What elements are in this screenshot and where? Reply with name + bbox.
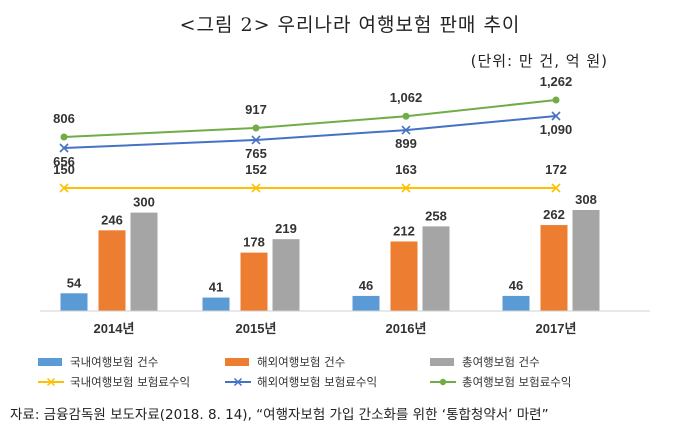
line-point bbox=[401, 183, 411, 193]
series-line bbox=[63, 99, 557, 138]
legend-label: 총여행보험 건수 bbox=[462, 355, 540, 369]
line-value-label: 1,262 bbox=[540, 74, 573, 89]
bar bbox=[98, 230, 126, 311]
line-value-label: 899 bbox=[395, 136, 417, 151]
x-tick-label: 2014년 bbox=[94, 321, 135, 336]
bar bbox=[422, 226, 450, 311]
legend-swatch bbox=[430, 358, 454, 366]
bar-value-label: 46 bbox=[359, 278, 373, 293]
lines-layer: 150 152 163 172 656 765 899 1,090 806 917 1,062 1,2… bbox=[53, 74, 573, 193]
chart-title: <그림 2> 우리나라 여행보험 판매 추이 bbox=[179, 14, 521, 36]
line-value-label: 917 bbox=[245, 102, 267, 117]
line-point bbox=[59, 183, 69, 193]
bar-value-label: 258 bbox=[425, 208, 447, 223]
legend-marker bbox=[439, 378, 447, 386]
bar-value-label: 308 bbox=[575, 192, 597, 207]
bar-value-label: 46 bbox=[509, 278, 523, 293]
bar bbox=[60, 293, 88, 311]
bar-value-label: 41 bbox=[209, 280, 223, 295]
legend-marker bbox=[46, 377, 56, 387]
unit-label: (단위: 만 건, 억 원) bbox=[470, 52, 608, 70]
line-point bbox=[551, 183, 561, 193]
legend-swatch bbox=[225, 358, 249, 366]
bar-value-label: 178 bbox=[243, 235, 265, 250]
line-value-label: 172 bbox=[545, 162, 567, 177]
series-line bbox=[63, 115, 557, 149]
bar bbox=[390, 241, 418, 311]
bar bbox=[202, 297, 230, 311]
line-value-label: 150 bbox=[53, 162, 75, 177]
line-value-label: 765 bbox=[245, 146, 267, 161]
bar bbox=[572, 209, 600, 311]
legend-label: 총여행보험 보험료수익 bbox=[462, 375, 571, 389]
line-point bbox=[251, 135, 261, 145]
legend-label: 해외여행보험 건수 bbox=[257, 355, 345, 369]
bar bbox=[272, 239, 300, 311]
bar-value-label: 300 bbox=[133, 195, 155, 210]
line-point bbox=[551, 111, 561, 121]
bar bbox=[240, 252, 268, 311]
x-tick-label: 2016년 bbox=[386, 321, 427, 336]
line-value-label: 1,090 bbox=[540, 122, 573, 137]
bars-layer: 54 41 46 46 246 178 212 262 300 219 258 308 bbox=[60, 192, 600, 311]
x-tick-label: 2015년 bbox=[236, 321, 277, 336]
legend-marker bbox=[233, 377, 243, 387]
line-value-label: 163 bbox=[395, 162, 417, 177]
bar-value-label: 219 bbox=[275, 221, 297, 236]
legend-label: 국내여행보험 건수 bbox=[70, 355, 158, 369]
legend-swatch bbox=[38, 358, 62, 366]
bar-value-label: 246 bbox=[101, 212, 123, 227]
line-point bbox=[552, 96, 560, 104]
line-point bbox=[252, 124, 260, 132]
line-value-label: 1,062 bbox=[390, 90, 423, 105]
line-point bbox=[60, 133, 68, 141]
bar bbox=[352, 295, 380, 311]
bar bbox=[502, 295, 530, 311]
line-point bbox=[402, 112, 410, 120]
line-point bbox=[59, 143, 69, 153]
legend-label: 국내여행보험 보험료수익 bbox=[70, 375, 190, 389]
line-value-label: 656 bbox=[53, 154, 75, 169]
line-point bbox=[401, 125, 411, 135]
line-value-label: 152 bbox=[245, 162, 267, 177]
legend-label: 해외여행보험 보험료수익 bbox=[257, 375, 377, 389]
x-tick-label: 2017년 bbox=[536, 321, 577, 336]
x-axis: 2014년 2015년 2016년 2017년 bbox=[40, 310, 650, 336]
bar bbox=[540, 225, 568, 311]
bar bbox=[130, 212, 158, 311]
bar-value-label: 54 bbox=[67, 275, 82, 290]
source-note: 자료: 금융감독원 보도자료(2018. 8. 14), “여행자보험 가입 간… bbox=[10, 407, 549, 423]
line-value-label: 806 bbox=[53, 111, 75, 126]
line-point bbox=[251, 183, 261, 193]
bar-value-label: 212 bbox=[393, 223, 415, 238]
bar-value-label: 262 bbox=[543, 207, 565, 222]
